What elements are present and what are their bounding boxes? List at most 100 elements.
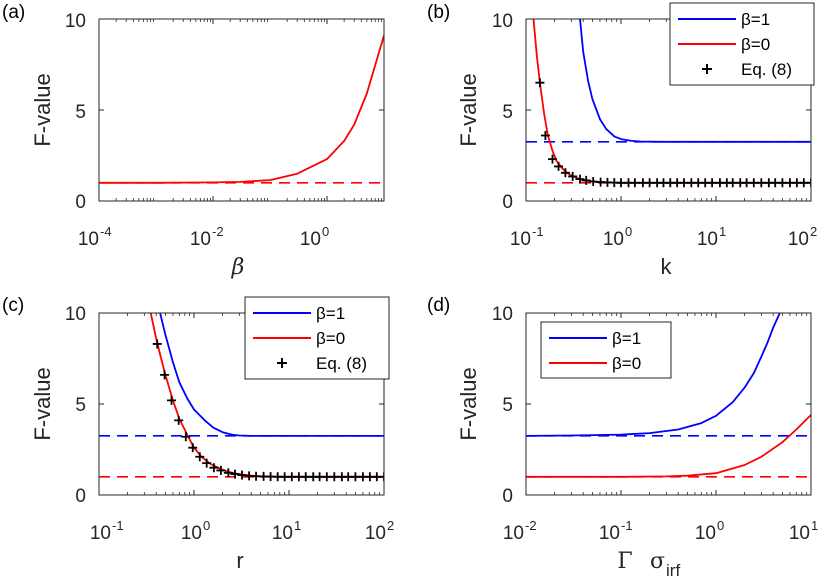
plot-area-d xyxy=(525,312,812,496)
series-group-a xyxy=(99,35,384,184)
eq8-marker-b-25 xyxy=(707,178,717,188)
legend-marker-b-eq8 xyxy=(702,64,712,74)
legend-label-d-beta0: β=0 xyxy=(612,354,641,373)
legend-label-b-beta0: β=0 xyxy=(741,35,770,54)
eq8-marker-c-24 xyxy=(322,472,332,482)
xtick-d-2: 10 0 xyxy=(695,518,724,544)
ytick-label-b-1: 5 xyxy=(502,102,513,123)
xtick-label-c-0-base: 10 xyxy=(90,523,111,544)
plot-area-a xyxy=(98,18,385,202)
xtick-b-0: 10 -1 xyxy=(510,224,544,250)
xtick-d-3: 10 1 xyxy=(789,518,818,544)
xtick-c-0: 10 -1 xyxy=(90,518,124,544)
eq8-marker-c-6 xyxy=(195,452,205,462)
xtick-a-0: 10 -4 xyxy=(78,224,112,250)
eq8-marker-c-4 xyxy=(181,432,191,442)
legend-label-b-beta1: β=1 xyxy=(741,10,770,29)
eq8-marker-b-3 xyxy=(554,161,564,171)
eq8-marker-c-25 xyxy=(329,472,339,482)
eq8-marker-c-3 xyxy=(174,415,184,425)
eq8-marker-c-2 xyxy=(167,395,177,405)
xtick-b-2: 10 1 xyxy=(697,224,726,250)
ylabel-d: F-value xyxy=(456,367,481,440)
axes-box-a xyxy=(98,18,385,202)
xtick-label-a-0-exp: -4 xyxy=(100,224,112,239)
xtick-label-b-0-base: 10 xyxy=(510,229,531,250)
xtick-label-b-2-exp: 1 xyxy=(719,224,726,239)
xtick-c-2: 10 1 xyxy=(272,518,301,544)
eq8-marker-b-2 xyxy=(547,154,557,164)
legend-marker-c-eq8 xyxy=(277,358,287,368)
xtick-b-1: 10 0 xyxy=(603,224,632,250)
xtick-label-d-2-exp: 0 xyxy=(717,518,724,533)
ylabel-b: F-value xyxy=(456,73,481,146)
xlabel-d-gamma: Γ xyxy=(617,549,632,574)
xtick-label-d-2-base: 10 xyxy=(695,523,716,544)
xtick-d-1: 10 -1 xyxy=(599,518,633,544)
xtick-a-1: 10 -2 xyxy=(190,224,224,250)
eq8-marker-b-0 xyxy=(535,78,545,88)
xlabel-d-subscript: irf xyxy=(666,561,680,579)
eq8-marker-c-10 xyxy=(223,468,233,478)
series-group-d xyxy=(526,313,811,478)
legend-b: β=1 β=0 Eq. (8) xyxy=(669,2,815,86)
xtick-c-1: 10 0 xyxy=(181,518,210,544)
eq8-marker-b-35 xyxy=(777,178,787,188)
eq8-marker-b-1 xyxy=(540,130,550,140)
legend-label-c-beta0: β=0 xyxy=(316,329,345,348)
xtick-label-b-3-exp: 2 xyxy=(810,224,817,239)
xtick-label-c-3-exp: 2 xyxy=(387,518,394,533)
xtick-label-d-3-base: 10 xyxy=(789,523,810,544)
ytick-label-b-2: 10 xyxy=(492,11,513,32)
xtick-label-d-3-exp: 1 xyxy=(811,518,818,533)
eq8-marker-c-1 xyxy=(160,370,170,380)
xtick-label-b-0-exp: -1 xyxy=(532,224,544,239)
xtick-b-3: 10 2 xyxy=(788,224,817,250)
ytick-label-b-0: 0 xyxy=(502,192,513,213)
ytick-label-d-1: 5 xyxy=(502,395,513,416)
xtick-label-a-1-base: 10 xyxy=(190,229,211,250)
xtick-label-a-0-base: 10 xyxy=(78,229,99,250)
panel-c: (c) 10 -1 10 0 10 1 10 2 0 5 10 r F-valu… xyxy=(2,295,394,573)
panel-label-d: (d) xyxy=(427,295,450,316)
legend-label-c-beta1: β=1 xyxy=(316,304,345,323)
eq8-marker-b-32 xyxy=(756,178,766,188)
xtick-label-c-1-base: 10 xyxy=(181,523,202,544)
xtick-label-b-1-exp: 0 xyxy=(625,224,632,239)
xlabel-a: β xyxy=(231,255,245,280)
eq8-marker-b-39 xyxy=(806,178,811,188)
eq8-marker-b-14 xyxy=(630,178,640,188)
legend-label-d-beta1: β=1 xyxy=(612,329,641,348)
xlabel-d: Γ σ irf xyxy=(617,549,680,579)
xtick-label-c-0-exp: -1 xyxy=(112,518,124,533)
ylabel-c: F-value xyxy=(30,367,55,440)
ytick-label-c-0: 0 xyxy=(75,486,86,507)
xtick-label-d-1-base: 10 xyxy=(599,523,620,544)
xtick-label-b-1-base: 10 xyxy=(603,229,624,250)
ytick-label-a-1: 5 xyxy=(75,102,86,123)
panel-label-b: (b) xyxy=(427,2,450,23)
ytick-label-a-0: 0 xyxy=(75,192,86,213)
eq8-marker-c-28 xyxy=(350,472,360,482)
eq8-marker-b-12 xyxy=(616,178,626,188)
eq8-marker-b-4 xyxy=(560,168,570,178)
eq8-marker-c-11 xyxy=(230,469,240,479)
xtick-label-b-3-base: 10 xyxy=(788,229,809,250)
xlabel-c: r xyxy=(236,548,243,573)
panel-a: (a) 10 -4 10 -2 10 0 0 5 10 β F-value xyxy=(2,2,385,280)
series-d--0-line xyxy=(526,414,811,478)
xtick-label-d-1-exp: -1 xyxy=(621,518,633,533)
series-group-c xyxy=(99,313,384,482)
legend-label-c-eq8: Eq. (8) xyxy=(316,354,367,373)
legend-box-d xyxy=(540,321,672,379)
ytick-label-a-2: 10 xyxy=(65,11,86,32)
ylabel-a: F-value xyxy=(30,73,55,146)
xtick-label-a-1-exp: -2 xyxy=(212,224,224,239)
xtick-d-0: 10 -2 xyxy=(503,518,537,544)
ytick-label-c-1: 5 xyxy=(75,395,86,416)
plot-area-b xyxy=(525,18,812,202)
xlabel-d-sigma: σ xyxy=(650,549,665,574)
eq8-marker-c-0 xyxy=(152,339,162,349)
xtick-label-d-0-exp: -2 xyxy=(525,518,537,533)
